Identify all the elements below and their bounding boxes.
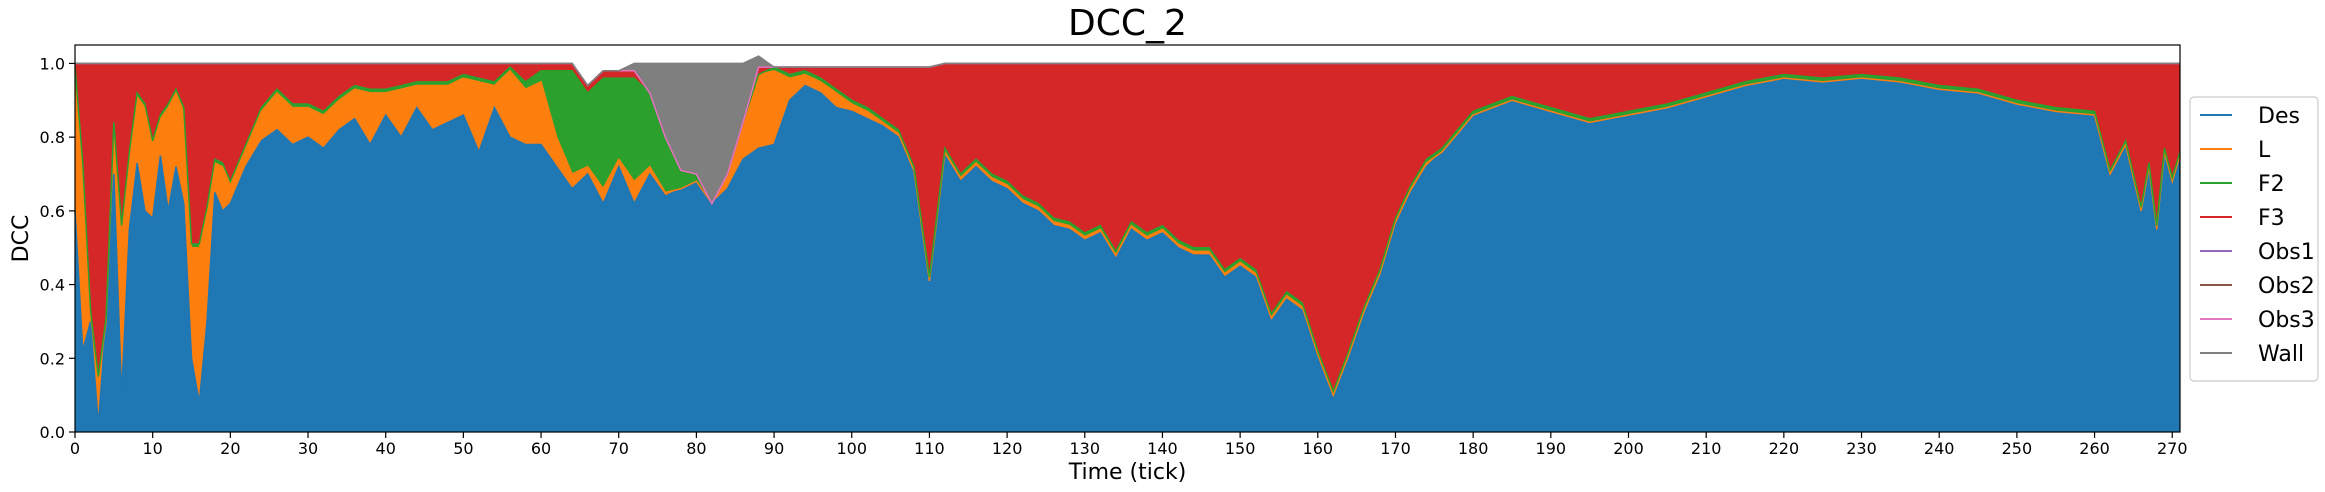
x-tick-label: 90: [764, 439, 784, 458]
line-l: [74, 69, 2181, 398]
x-tick-label: 160: [1303, 439, 1334, 458]
line-f2: [74, 66, 2181, 394]
area-f3: [75, 63, 2180, 392]
area-l: [75, 70, 2180, 425]
y-axis-ticks: 0.0 0.2 0.4 0.6 0.8 1.0: [40, 54, 75, 442]
legend-label-des: Des: [2258, 104, 2300, 129]
legend-label-f2: F2: [2258, 172, 2285, 197]
x-tick-label: 260: [2079, 439, 2110, 458]
legend-label-f3: F3: [2258, 206, 2285, 231]
x-tick-label: 270: [2157, 439, 2188, 458]
y-axis-label: DCC: [9, 215, 34, 263]
line-wall: [75, 55, 2180, 87]
y-tick-label: 0.6: [40, 202, 65, 221]
chart-title: DCC_2: [1068, 3, 1187, 44]
x-tick-label: 0: [70, 439, 80, 458]
legend-label-obs1: Obs1: [2258, 240, 2315, 265]
x-tick-label: 210: [1691, 439, 1722, 458]
x-tick-label: 80: [686, 439, 706, 458]
legend-label-obs2: Obs2: [2258, 274, 2315, 299]
x-tick-label: 60: [531, 439, 551, 458]
legend-label-obs3: Obs3: [2258, 308, 2315, 333]
x-tick-label: 150: [1225, 439, 1256, 458]
x-tick-label: 240: [1924, 439, 1955, 458]
x-tick-label: 180: [1458, 439, 1489, 458]
legend: Des L F2 F3 Obs1 Obs2 Obs3 Wall: [2189, 96, 2319, 382]
x-tick-label: 50: [453, 439, 473, 458]
y-tick-label: 0.0: [40, 423, 65, 442]
y-tick-label: 0.4: [40, 276, 65, 295]
x-tick-label: 110: [914, 439, 945, 458]
legend-label-l: L: [2258, 138, 2271, 163]
y-tick-label: 0.2: [40, 349, 65, 368]
x-tick-label: 130: [1070, 439, 1101, 458]
x-tick-label: 230: [1846, 439, 1877, 458]
x-tick-label: 120: [992, 439, 1023, 458]
area-des: [75, 78, 2180, 433]
x-axis-ticks: 0 10 20 30 40 50 60 70 80 90 100 110 120 130 140 150 160…: [70, 432, 2188, 458]
y-tick-label: 0.8: [40, 128, 65, 147]
stacked-areas: [75, 56, 2180, 433]
x-tick-label: 140: [1147, 439, 1178, 458]
x-tick-label: 40: [376, 439, 396, 458]
legend-label-wall: Wall: [2258, 342, 2304, 367]
area-f2: [75, 67, 2180, 396]
x-tick-label: 30: [298, 439, 318, 458]
series-boundary-lines: [74, 55, 2181, 425]
x-tick-label: 200: [1613, 439, 1644, 458]
plot-frame: [74, 44, 2181, 433]
x-tick-label: 20: [220, 439, 240, 458]
x-axis-label: Time (tick): [1068, 460, 1187, 485]
x-tick-label: 250: [2002, 439, 2033, 458]
x-tick-label: 70: [609, 439, 629, 458]
legend-box: [2189, 96, 2319, 382]
x-tick-label: 170: [1380, 439, 1411, 458]
x-tick-label: 190: [1536, 439, 1567, 458]
x-tick-label: 10: [142, 439, 162, 458]
y-tick-label: 1.0: [40, 54, 65, 73]
x-tick-label: 100: [836, 439, 867, 458]
x-tick-label: 220: [1769, 439, 1800, 458]
